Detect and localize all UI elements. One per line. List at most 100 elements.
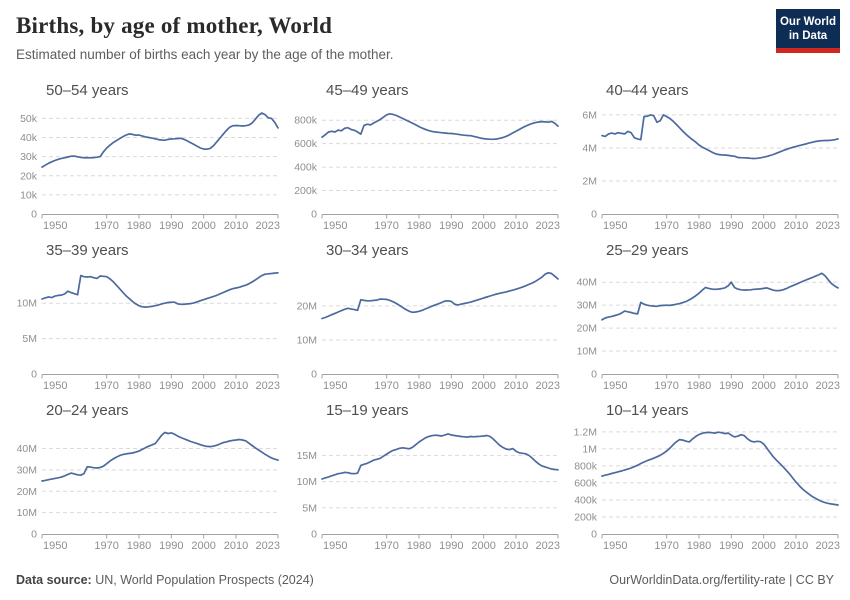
chart-cell-50-54-years: 50–54 years 0 10k 20k 30k 40k 50k 1950 1970 1980 1… [8,81,280,231]
y-tick-label: 10M [297,476,317,488]
line-chart: 0 10M 20M 30M 40M 1950 1970 1980 1990 2000 2010 202… [17,431,280,551]
x-tick-label: 1970 [654,380,678,391]
x-tick-label: 2023 [256,380,280,391]
x-tick-label: 1980 [127,380,151,391]
x-tick-label: 2023 [536,540,560,551]
data-line [321,433,559,480]
x-tick-label: 1950 [323,220,347,231]
x-tick-label: 2023 [256,220,280,231]
x-tick-label: 1990 [719,540,743,551]
x-tick-label: 1980 [127,220,151,231]
x-tick-label: 1990 [719,220,743,231]
x-tick-label: 1970 [374,380,398,391]
y-tick-label: 50k [20,113,38,125]
line-chart: 0 10M 20M 1950 1970 1980 1990 2000 2010 2023 [297,271,560,391]
x-tick-label: 2000 [751,220,775,231]
y-tick-label: 20k [20,170,38,182]
y-tick-label: 0 [311,529,317,541]
x-tick-label: 1950 [603,380,627,391]
y-tick-label: 1M [582,443,597,455]
x-tick-label: 1980 [407,540,431,551]
x-tick-label: 1980 [127,540,151,551]
owid-logo-line1: Our World [779,16,836,28]
y-tick-label: 0 [591,529,597,541]
x-tick-label: 1990 [439,380,463,391]
x-tick-label: 1970 [94,380,118,391]
x-tick-label: 2000 [191,220,215,231]
y-tick-label: 200k [294,185,318,197]
y-tick-label: 10M [577,346,597,358]
x-tick-label: 2000 [751,540,775,551]
data-line [321,271,559,320]
credit-line: OurWorldinData.org/fertility-rate | CC B… [609,573,834,587]
x-tick-label: 2023 [536,220,560,231]
page-subtitle: Estimated number of births each year by … [16,47,394,62]
y-tick-label: 10M [297,334,317,346]
x-tick-label: 1950 [43,380,67,391]
line-chart: 0 200k 400k 600k 800k 1M 1.2M 1950 1970 1980 1990 2… [574,426,840,551]
chart-cell-40-44-years: 40–44 years 0 2M 4M 6M 1950 1970 1980 1990 2000 20… [568,81,840,231]
y-tick-label: 600k [574,477,598,489]
x-tick-label: 2000 [471,380,495,391]
x-tick-label: 1990 [439,540,463,551]
x-tick-label: 2010 [224,380,248,391]
x-tick-label: 1970 [94,540,118,551]
y-tick-label: 20M [297,300,317,312]
x-tick-label: 2000 [191,540,215,551]
x-tick-label: 1970 [94,220,118,231]
x-tick-label: 2023 [816,380,840,391]
y-tick-label: 15M [297,450,317,462]
x-tick-label: 2010 [504,540,528,551]
y-tick-label: 200k [574,511,598,523]
chart-cell-35-39-years: 35–39 years 0 5M 10M 1950 1970 1980 1990 2000 201… [8,241,280,391]
data-source-text: UN, World Population Prospects (2024) [91,573,314,587]
y-tick-label: 10M [17,507,37,519]
x-tick-label: 1950 [603,220,627,231]
y-tick-label: 10k [20,189,38,201]
x-tick-label: 1970 [654,540,678,551]
y-tick-label: 30k [20,151,38,163]
line-chart: 0 10M 20M 30M 40M 1950 1970 1980 1990 2000 2010 202… [577,272,840,391]
x-tick-label: 1980 [687,220,711,231]
x-tick-label: 1990 [439,220,463,231]
x-tick-label: 1980 [407,220,431,231]
chart-title: 20–24 years [46,402,129,419]
chart-title: 50–54 years [46,82,129,99]
y-tick-label: 40k [20,132,38,144]
y-tick-label: 0 [31,209,37,221]
y-tick-label: 0 [311,209,317,221]
y-tick-label: 0 [31,369,37,381]
y-tick-label: 0 [31,529,37,541]
chart-cell-10-14-years: 10–14 years 0 200k 400k 600k 800k 1M 1.2M 1950 19… [568,401,840,551]
data-line [601,114,839,160]
x-tick-label: 1970 [374,220,398,231]
x-tick-label: 2023 [536,380,560,391]
y-tick-label: 40M [17,443,37,455]
x-tick-label: 1980 [407,380,431,391]
x-tick-label: 1950 [43,220,67,231]
x-tick-label: 2000 [471,220,495,231]
line-chart: 0 10k 20k 30k 40k 50k 1950 1970 1980 1990 2000 2010… [20,112,280,231]
y-tick-label: 400k [294,162,318,174]
x-tick-label: 2023 [816,220,840,231]
x-tick-label: 1970 [654,220,678,231]
chart-title: 25–29 years [606,242,689,259]
chart-cell-45-49-years: 45–49 years 0 200k 400k 600k 800k 1950 1970 1980… [288,81,560,231]
x-tick-label: 2000 [751,380,775,391]
y-tick-label: 40M [577,277,597,289]
data-line [601,431,839,506]
y-tick-label: 10M [17,298,37,310]
data-line [321,112,559,141]
chart-title: 10–14 years [606,402,689,419]
x-tick-label: 2000 [471,540,495,551]
chart-header: Births, by age of mother, World Estimate… [0,0,850,63]
chart-title: 35–39 years [46,242,129,259]
data-line [41,112,279,168]
x-tick-label: 2010 [504,220,528,231]
chart-cell-25-29-years: 25–29 years 0 10M 20M 30M 40M 1950 1970 1980 1990… [568,241,840,391]
x-tick-label: 1990 [159,220,183,231]
y-tick-label: 30M [577,300,597,312]
y-tick-label: 20M [17,486,37,498]
data-line [601,272,839,321]
line-chart: 0 200k 400k 600k 800k 1950 1970 1980 1990 2000 201… [294,112,560,231]
